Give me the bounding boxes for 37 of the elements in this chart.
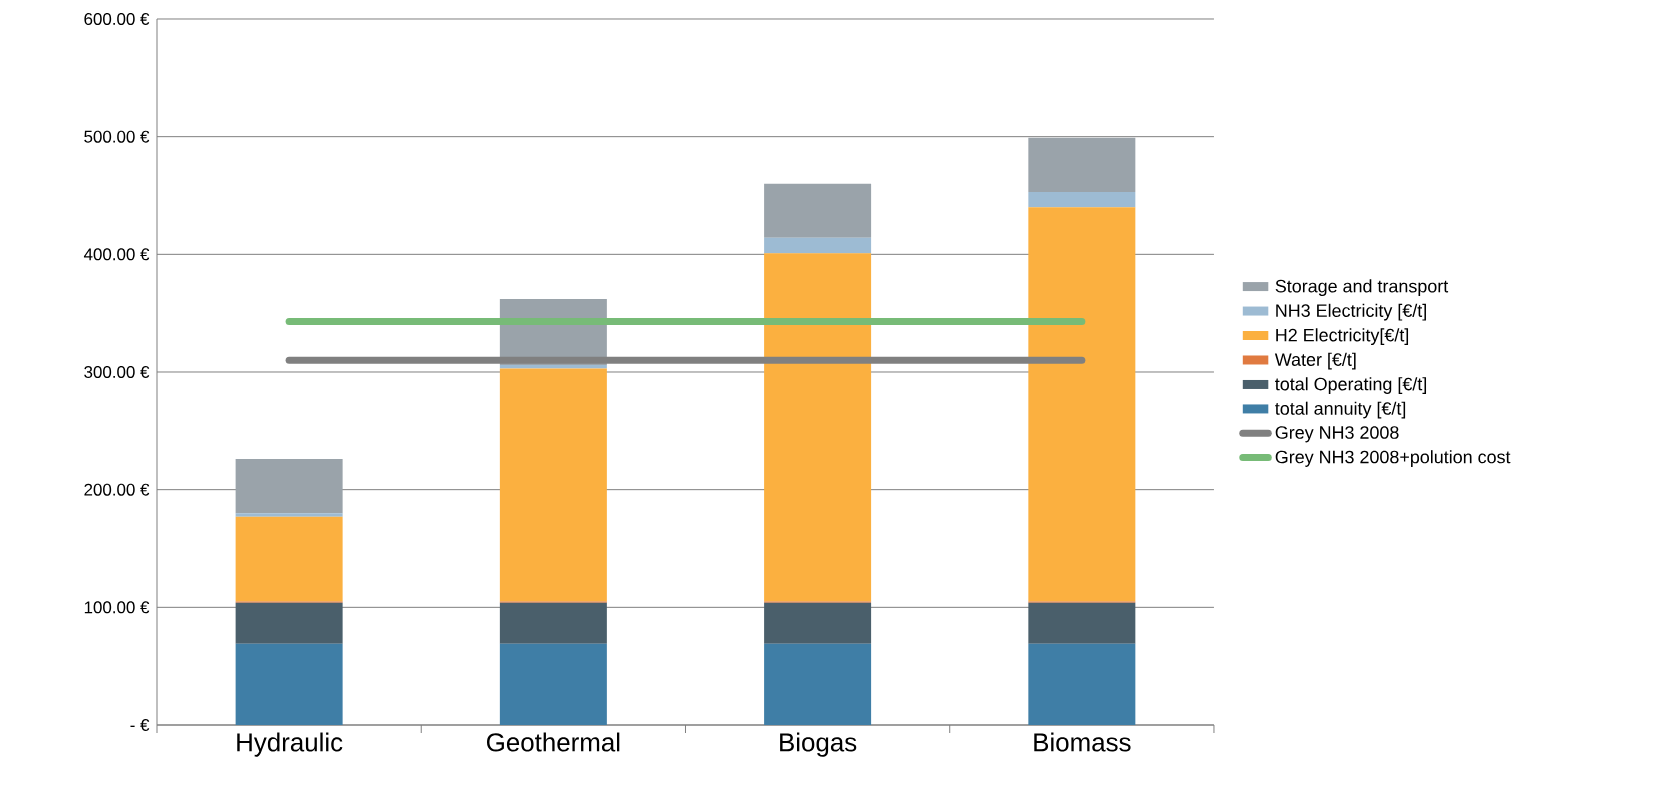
x-tick-label: Biogas bbox=[780, 732, 857, 757]
bar bbox=[1028, 643, 1136, 725]
bar bbox=[1028, 137, 1136, 192]
legend-label: Grey NH3 2008 bbox=[1275, 426, 1399, 443]
x-tick-label: Geothermal bbox=[486, 732, 620, 752]
y-tick-label: 400.00 € bbox=[83, 248, 150, 261]
bar bbox=[235, 459, 343, 514]
bar bbox=[764, 253, 872, 602]
y-tick-label: 100.00 € bbox=[84, 601, 150, 614]
bar bbox=[235, 516, 343, 602]
bar bbox=[499, 602, 607, 644]
legend-label: Water [€/t] bbox=[1274, 352, 1356, 370]
bar bbox=[764, 183, 872, 238]
x-tick-label: Hydraulic bbox=[237, 732, 343, 757]
legend-label: H2 Electricity[€/t] bbox=[1276, 328, 1409, 345]
y-tick-label: - € bbox=[130, 719, 150, 731]
bar bbox=[235, 602, 343, 644]
legend-label: Storage and transport bbox=[1275, 279, 1449, 297]
y-tick-label: 300.00 € bbox=[84, 366, 150, 378]
bar bbox=[764, 237, 872, 254]
legend-label: Grey NH3 2008+polution cost bbox=[1275, 450, 1511, 467]
bar bbox=[235, 513, 343, 517]
legend-label: total annuity [€/t] bbox=[1275, 401, 1406, 419]
bar bbox=[1028, 207, 1136, 602]
legend-label: total Operating [€/t] bbox=[1275, 377, 1427, 394]
x-tick-label: Biomass bbox=[1034, 732, 1131, 752]
bar bbox=[764, 643, 872, 725]
bar bbox=[764, 602, 872, 644]
bar bbox=[499, 368, 607, 602]
y-tick-label: 200.00 € bbox=[84, 483, 150, 496]
y-tick-label: 600.00 € bbox=[84, 12, 150, 25]
bar bbox=[1028, 602, 1136, 644]
bar bbox=[235, 643, 343, 725]
y-tick-label: 500.00 € bbox=[84, 130, 150, 143]
legend-label: NH3 Electricity [€/t] bbox=[1276, 303, 1426, 321]
bar bbox=[1028, 191, 1136, 208]
bar bbox=[499, 643, 607, 725]
